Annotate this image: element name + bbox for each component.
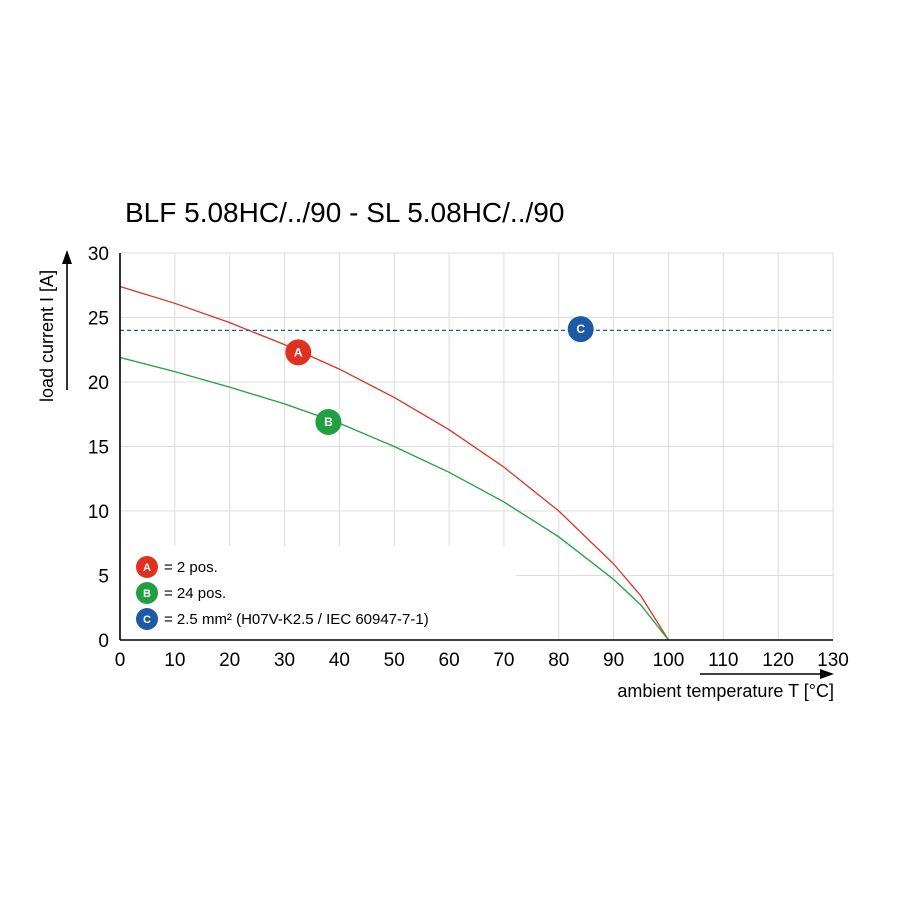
y-tick-label: 15 bbox=[88, 438, 109, 459]
legend-marker-c bbox=[136, 608, 158, 630]
legend-marker-a bbox=[136, 556, 158, 578]
x-tick-label: 120 bbox=[762, 650, 794, 671]
x-axis-label: ambient temperature T [°C] bbox=[617, 681, 834, 701]
x-tick-label: 10 bbox=[164, 650, 185, 671]
legend-entry-b: = 24 pos. bbox=[164, 585, 226, 602]
y-tick-label: 5 bbox=[98, 567, 109, 588]
legend-marker-b bbox=[136, 582, 158, 604]
x-tick-label: 30 bbox=[274, 650, 295, 671]
grid bbox=[120, 252, 834, 640]
x-tick-label: 80 bbox=[548, 650, 569, 671]
y-arrow-head bbox=[62, 250, 72, 264]
chart-title: BLF 5.08HC/../90 - SL 5.08HC/../90 bbox=[125, 197, 564, 228]
legend: A = 2 pos. B = 24 pos. C = 2.5 mm² (H07V-K2.5… bbox=[136, 556, 429, 630]
series-marker-a bbox=[285, 339, 312, 366]
legend-entry-a: = 2 pos. bbox=[164, 559, 218, 576]
x-tick-label: 0 bbox=[115, 650, 126, 671]
legend-entry-c: = 2.5 mm² (H07V-K2.5 / IEC 60947-7-1) bbox=[164, 611, 429, 628]
y-tick-label: 20 bbox=[88, 373, 109, 394]
series-markers: A B C bbox=[285, 316, 594, 435]
legend-background bbox=[121, 545, 516, 639]
x-tick-label: 90 bbox=[603, 650, 624, 671]
x-tick-label: 130 bbox=[817, 650, 849, 671]
y-axis-label: load current I [A] bbox=[37, 270, 57, 402]
x-tick-label: 40 bbox=[329, 650, 350, 671]
legend-marker-label: A bbox=[143, 562, 151, 574]
series-marker-label: C bbox=[576, 322, 585, 336]
series-line-a bbox=[119, 285, 670, 641]
axes bbox=[62, 250, 834, 679]
x-tick-label: 20 bbox=[219, 650, 240, 671]
x-tick-label: 70 bbox=[493, 650, 514, 671]
series-lines bbox=[119, 285, 833, 641]
x-tick-label: 110 bbox=[708, 650, 738, 671]
legend-marker-label: B bbox=[143, 588, 151, 600]
x-tick-label: 100 bbox=[653, 650, 685, 671]
series-marker-label: A bbox=[294, 345, 303, 359]
series-marker-label: B bbox=[324, 415, 333, 429]
y-tick-label: 30 bbox=[88, 244, 109, 265]
series-marker-b bbox=[315, 408, 342, 435]
y-tick-label: 0 bbox=[98, 631, 109, 652]
x-arrow-head bbox=[820, 669, 834, 679]
x-tick-label: 50 bbox=[384, 650, 405, 671]
y-tick-label: 10 bbox=[88, 502, 109, 523]
series-marker-c bbox=[567, 316, 594, 343]
series-line-b bbox=[119, 356, 669, 641]
tick-labels: 0 10 20 30 40 50 60 70 80 90 100 110 120 130 0 5 10 15 20 2… bbox=[88, 244, 849, 671]
x-tick-label: 60 bbox=[439, 650, 460, 671]
legend-marker-label: C bbox=[143, 614, 151, 626]
y-tick-label: 25 bbox=[88, 309, 109, 330]
